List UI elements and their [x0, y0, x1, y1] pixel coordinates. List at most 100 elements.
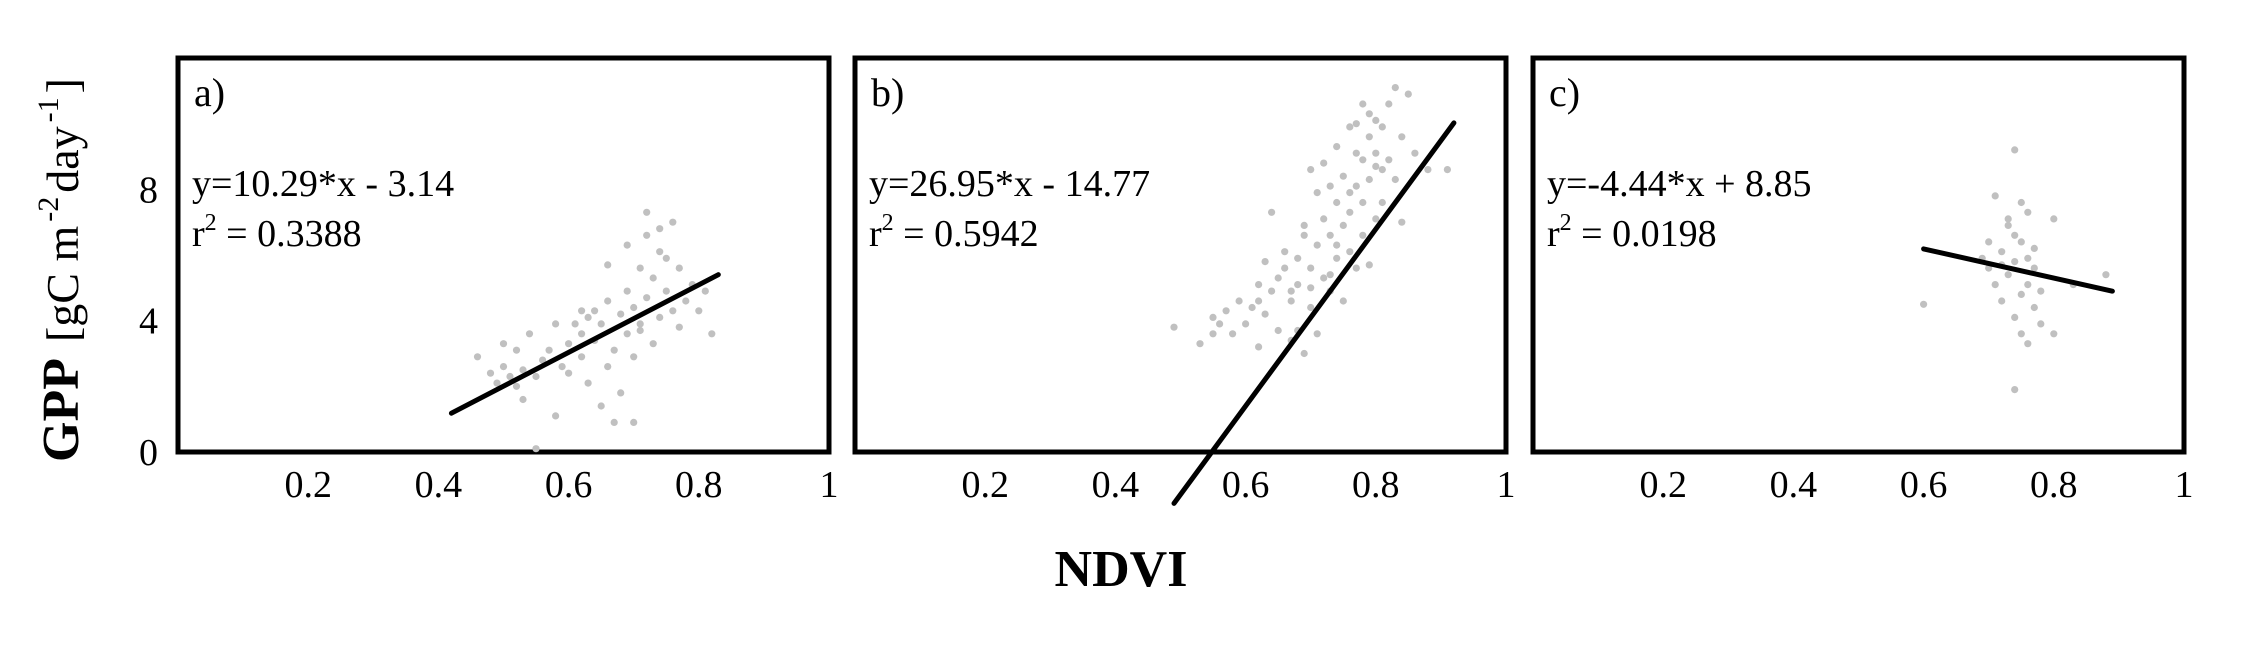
x-tick-label: 0.8 [1352, 464, 1400, 506]
data-point [1209, 313, 1217, 321]
data-point [1300, 221, 1308, 229]
data-point [1443, 166, 1451, 174]
data-point [565, 369, 573, 377]
r-squared-value: = 0.5942 [894, 213, 1039, 255]
data-point [584, 379, 592, 387]
r-squared-symbol: r [192, 213, 205, 255]
data-point [1281, 264, 1289, 272]
data-point [675, 264, 683, 272]
data-point [1346, 248, 1354, 256]
data-point [1320, 215, 1328, 223]
data-point [1346, 123, 1354, 131]
data-point [623, 241, 631, 249]
panel-label: a) [194, 70, 225, 115]
data-point [623, 287, 631, 295]
regression-equation: y=-4.44*x + 8.85 [1547, 163, 1812, 205]
regression-line [1921, 246, 2115, 294]
data-point [2037, 320, 2045, 328]
r-squared-exponent: 2 [882, 210, 894, 236]
panel-label: b) [871, 70, 904, 115]
data-point [2017, 198, 2025, 207]
data-point [708, 330, 716, 338]
data-point [649, 340, 657, 348]
data-point [1255, 343, 1263, 351]
r-squared: r2 = 0.0198 [1547, 210, 1717, 255]
data-point [1391, 84, 1399, 92]
data-point [2011, 386, 2019, 394]
data-point [571, 320, 579, 328]
data-point [1248, 303, 1256, 312]
x-tick-label: 0.6 [1900, 464, 1948, 506]
regression-equation: y=10.29*x - 3.14 [192, 163, 454, 205]
data-point [1359, 156, 1367, 164]
y-tick-labels: 0 4 8 [139, 169, 158, 474]
data-point [695, 307, 703, 315]
regression-line [448, 272, 721, 416]
data-point [1339, 172, 1347, 180]
panel-3: c) y=-4.44*x + 8.85 r2 = 0.0198 0.2 0.4 0.6 0.… [1530, 55, 2194, 506]
data-point [1378, 198, 1386, 207]
data-point [1391, 175, 1399, 184]
data-point [1222, 307, 1230, 315]
data-point [1339, 221, 1347, 229]
x-axis-title: NDVI [1055, 541, 1188, 598]
data-point [1365, 133, 1373, 141]
x-tick-label: 0.4 [415, 464, 463, 506]
data-point [486, 369, 495, 377]
data-point [1359, 198, 1367, 207]
data-point [636, 326, 644, 335]
data-point [2050, 330, 2058, 338]
data-point [643, 294, 651, 302]
data-point [669, 218, 677, 226]
data-point [1287, 297, 1295, 305]
panel-frame [175, 55, 832, 455]
data-point [597, 402, 605, 410]
y-axis-title-main: GPP [33, 358, 90, 462]
data-point [1229, 330, 1237, 338]
data-point [1274, 274, 1282, 282]
x-tick-label: 1 [1497, 464, 1516, 506]
data-point [1372, 162, 1380, 170]
data-point [578, 307, 586, 315]
data-point [656, 313, 664, 321]
data-point [1307, 264, 1315, 272]
panel-frame [1530, 55, 2187, 455]
r-squared-exponent: 2 [1560, 210, 1572, 236]
data-point [1359, 231, 1367, 239]
data-point [662, 287, 670, 295]
x-tick-label: 0.8 [2030, 464, 2078, 506]
regression-line [1171, 120, 1457, 506]
data-point [1313, 330, 1321, 338]
panel-label: c) [1549, 70, 1580, 115]
data-point [1307, 284, 1315, 292]
data-point [1404, 90, 1412, 98]
data-point [630, 418, 638, 426]
data-point [656, 248, 664, 256]
data-point [552, 320, 560, 328]
data-point [1352, 182, 1360, 190]
data-point [512, 382, 521, 390]
x-tick-label: 0.2 [1639, 464, 1687, 506]
data-point [2024, 208, 2032, 216]
data-point [532, 445, 540, 453]
y-axis-unit-3: ] [37, 78, 88, 93]
data-point [1378, 166, 1386, 174]
data-point [1359, 100, 1367, 108]
x-tick-label: 0.2 [284, 464, 332, 506]
data-point [597, 320, 605, 328]
data-point [2037, 287, 2045, 295]
data-point [610, 418, 618, 426]
data-point [1235, 297, 1243, 305]
r-squared-symbol: r [869, 213, 882, 255]
data-point [1261, 310, 1269, 318]
data-point [1339, 297, 1347, 305]
data-point [1398, 133, 1406, 141]
r-squared: r2 = 0.5942 [869, 210, 1039, 255]
y-axis-unit-sup-1: -2 [32, 197, 65, 222]
data-point [1346, 208, 1354, 216]
data-point [643, 231, 651, 239]
data-point [2030, 264, 2038, 272]
data-point [2030, 244, 2038, 252]
data-point [636, 320, 644, 328]
data-point [1326, 182, 1334, 190]
